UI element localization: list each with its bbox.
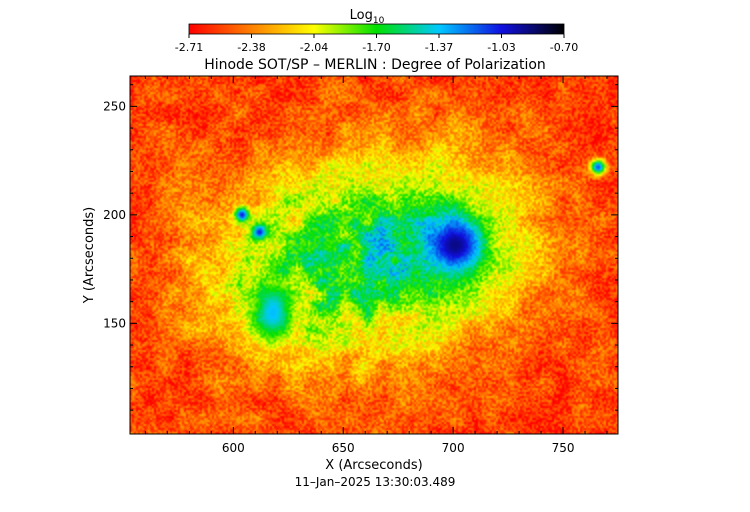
plot-frame: [129, 75, 619, 435]
colorbar-tick-label: -0.70: [550, 41, 578, 54]
x-tick-label: 600: [222, 441, 245, 455]
polarization-heatmap: [130, 76, 618, 434]
y-tick-label: 250: [103, 99, 126, 113]
chart-title: Hinode SOT/SP – MERLIN : Degree of Polar…: [204, 57, 546, 73]
y-axis: 150 200 250: [103, 84, 618, 411]
timestamp: 11–Jan–2025 13:30:03.489: [295, 475, 456, 489]
colorbar-tick-label: -1.37: [425, 41, 453, 54]
colorbar-tick-label: -1.03: [487, 41, 515, 54]
y-axis-title: Y (Arcseconds): [82, 207, 97, 304]
x-tick-label: 650: [332, 441, 355, 455]
colorbar-tick-label: -2.38: [237, 41, 265, 54]
plot-area: 600 650 700 750 150 200 250: [103, 75, 619, 455]
x-tick-label: 750: [552, 441, 575, 455]
colorbar: Log10 -2.71 -2.38 -2.04 -1.70 -1.37 -1.03 -0.7…: [175, 8, 578, 54]
x-axis-title: X (Arcseconds): [325, 458, 422, 473]
colorbar-label: Log10: [350, 8, 385, 26]
colorbar-ticks: -2.71 -2.38 -2.04 -1.70 -1.37 -1.03 -0.70: [175, 34, 578, 54]
colorbar-tick-label: -1.70: [362, 41, 390, 54]
x-tick-label: 700: [442, 441, 465, 455]
x-axis: 600 650 700 750: [144, 76, 608, 455]
colorbar-gradient: [188, 23, 565, 35]
y-tick-label: 200: [103, 208, 126, 222]
colorbar-tick-label: -2.04: [300, 41, 328, 54]
y-tick-label: 150: [103, 316, 126, 330]
colorbar-tick-label: -2.71: [175, 41, 203, 54]
